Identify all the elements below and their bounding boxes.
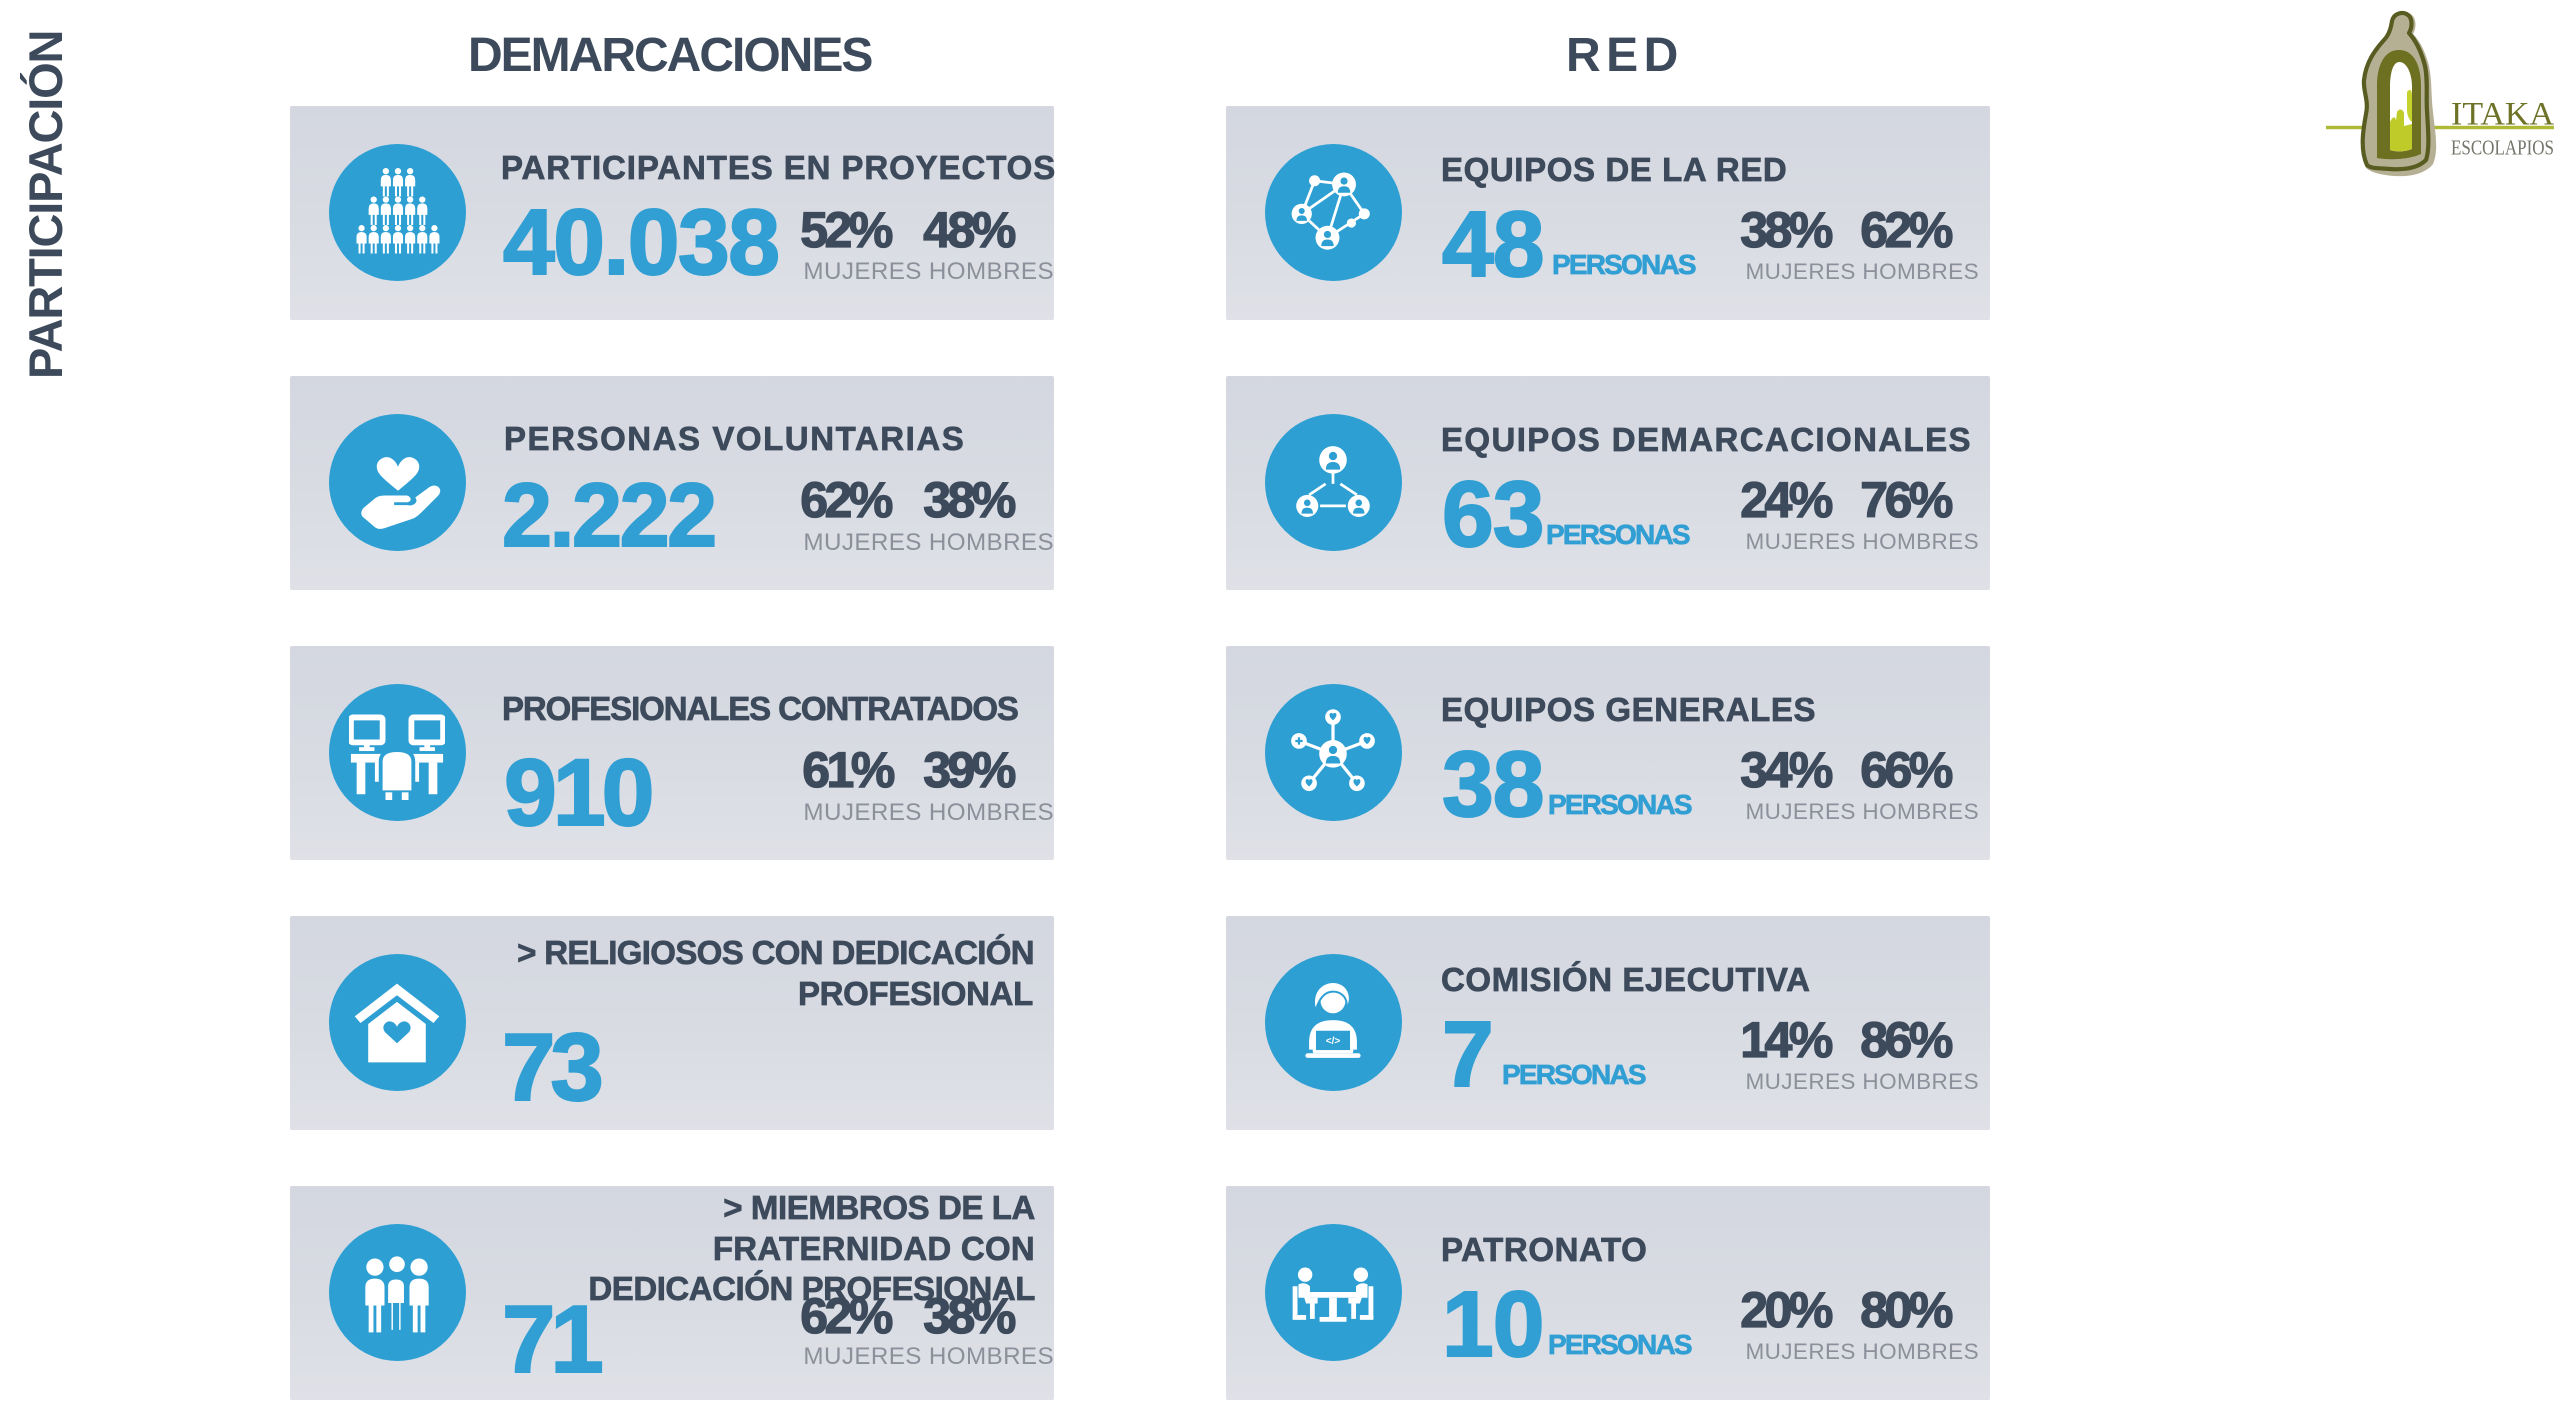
svg-text:ITAKA: ITAKA bbox=[2451, 97, 2554, 133]
svg-text:</>: </> bbox=[1326, 1036, 1341, 1047]
svg-text:ESCOLAPIOS: ESCOLAPIOS bbox=[2451, 136, 2554, 160]
